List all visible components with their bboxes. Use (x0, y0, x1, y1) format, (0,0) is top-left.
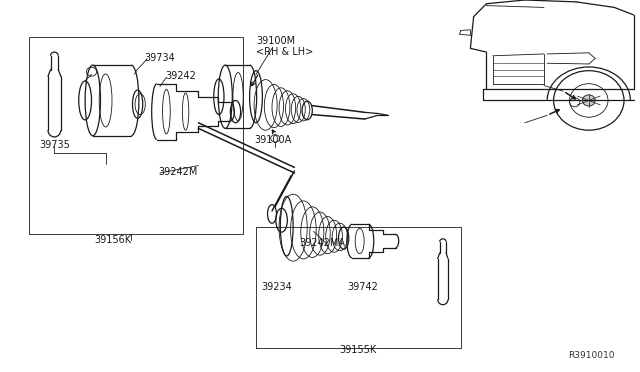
Ellipse shape (582, 95, 595, 106)
Text: 39735: 39735 (40, 140, 70, 150)
Text: 39734: 39734 (144, 53, 175, 62)
Text: 39242: 39242 (165, 71, 196, 81)
Text: R3910010: R3910010 (568, 351, 614, 360)
Text: 39242MA: 39242MA (300, 238, 346, 247)
Text: 39100M
<RH & LH>: 39100M <RH & LH> (256, 36, 313, 57)
Text: 39155K: 39155K (339, 345, 376, 355)
Text: 39242M: 39242M (159, 167, 198, 177)
Text: 39234: 39234 (261, 282, 292, 292)
Text: 39156K: 39156K (95, 235, 132, 245)
Text: 39742: 39742 (347, 282, 378, 292)
Text: 39100A: 39100A (255, 135, 292, 144)
